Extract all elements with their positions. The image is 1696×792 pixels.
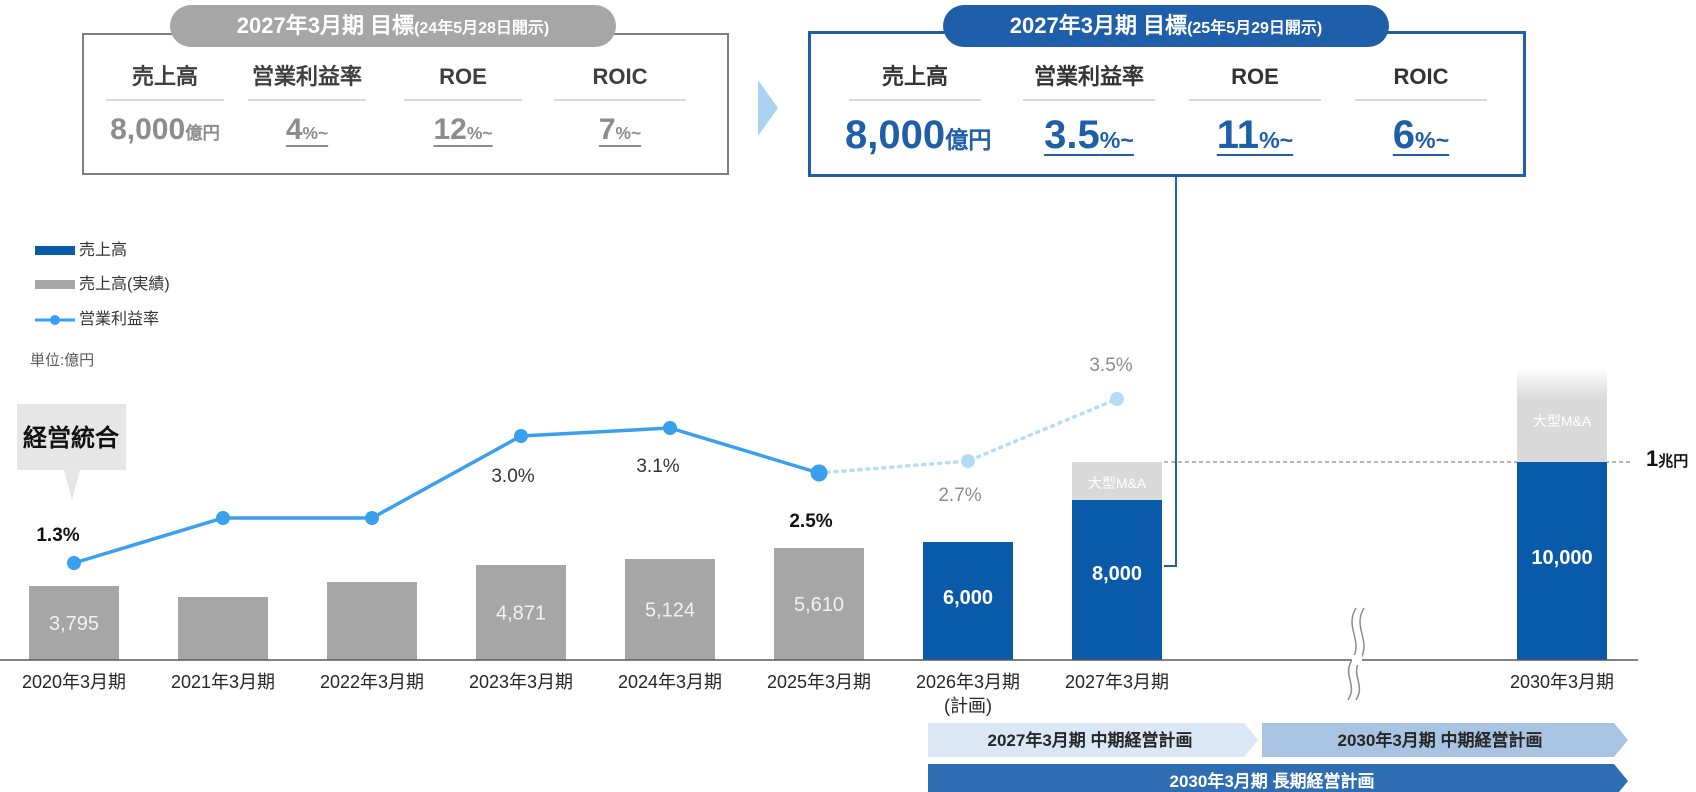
- op-margin-point: [810, 464, 828, 482]
- bar-value-label: 5,124: [645, 600, 695, 622]
- plan-label-mid-2027: 2027年3月期 中期経営計画: [988, 730, 1193, 750]
- bar-ma-label: 大型M&A: [1533, 413, 1592, 429]
- target-label: ROIC: [1393, 64, 1449, 89]
- bar-value-label: 6,000: [943, 587, 993, 609]
- bar: [923, 542, 1013, 660]
- bar-value-label: 4,871: [496, 603, 546, 625]
- x-tick-note: (計画): [944, 696, 992, 716]
- bar-ma-extension: [1072, 462, 1162, 500]
- op-margin-label: 3.1%: [636, 456, 679, 477]
- target-value: 7%~: [598, 113, 642, 146]
- legend-label: 売上高(実績): [79, 276, 170, 293]
- callout-label: 経営統合: [23, 424, 120, 452]
- target-label: 営業利益率: [1033, 64, 1144, 89]
- callout-box: [17, 404, 126, 470]
- bar: [1517, 462, 1607, 660]
- target-col-sales: 売上高 8,000億円: [845, 63, 992, 158]
- target-label: 営業利益率: [251, 64, 362, 89]
- target-value: 6%~: [1392, 113, 1450, 157]
- op-margin-point: [365, 511, 379, 525]
- bar: [625, 559, 715, 660]
- target-value: 4%~: [285, 113, 329, 146]
- legend-item-sales: 売上高: [35, 236, 127, 260]
- target-value: 12%~: [433, 113, 493, 146]
- target-box-old: 売上高 8,000億円 営業利益率 4%~ ROE 12%~ ROIC 7%~: [82, 33, 729, 175]
- target-box-new: 売上高 8,000億円 営業利益率 3.5%~ ROE 11%~ ROIC 6%…: [808, 31, 1526, 177]
- bar-value-label: 10,000: [1531, 547, 1592, 569]
- target-col-sales: 売上高 8,000億円: [102, 63, 228, 147]
- op-margin-label: 1.3%: [36, 525, 79, 546]
- bar-ma-label: 大型M&A: [1088, 475, 1147, 491]
- x-tick-label: 2030年3月期: [1510, 672, 1614, 692]
- op-margin-label: 3.5%: [1089, 355, 1132, 376]
- target-col-op-margin: 営業利益率 3.5%~: [1019, 63, 1159, 158]
- target-col-roic: ROIC 6%~: [1351, 63, 1491, 158]
- target-value: 11%~: [1216, 113, 1294, 157]
- op-margin-line: [73, 426, 820, 565]
- op-margin-label: 2.5%: [789, 511, 832, 532]
- target-label: 売上高: [881, 64, 948, 89]
- unit-label: 単位:億円: [30, 352, 95, 369]
- x-tick-label: 2025年3月期: [767, 672, 871, 692]
- target-col-roic: ROIC 7%~: [550, 63, 690, 147]
- op-margin-point: [216, 511, 230, 525]
- callout-pointer: [64, 470, 80, 500]
- target-col-roe: ROE 11%~: [1185, 63, 1325, 158]
- bar: [1072, 500, 1162, 660]
- target-label: ROIC: [592, 64, 648, 89]
- x-tick-label: 2023年3月期: [469, 672, 573, 692]
- bar-ma-extension: [1517, 367, 1607, 462]
- x-tick-label: 2026年3月期: [916, 672, 1020, 692]
- x-tick-label: 2021年3月期: [171, 672, 275, 692]
- x-tick-label: 2022年3月期: [320, 672, 424, 692]
- bar: [29, 586, 119, 660]
- target-value: 8,000億円: [110, 113, 220, 146]
- plan-arrow-mid-2030: [1262, 723, 1628, 757]
- op-margin-point: [67, 556, 81, 570]
- plan-label-mid-2030: 2030年3月期 中期経営計画: [1338, 730, 1543, 750]
- bar: [774, 548, 864, 660]
- legend-label: 売上高: [79, 242, 128, 259]
- legend-line-swatch: [35, 314, 75, 325]
- op-margin-point: [663, 421, 677, 435]
- op-margin-label: 3.0%: [491, 466, 534, 487]
- plan-arrow-long-2030: [928, 764, 1628, 792]
- target-title-old: 2027年3月期 目標(24年5月28日開示): [170, 5, 616, 47]
- arrow-right-icon: [758, 80, 778, 136]
- bar-value-label: 3,795: [49, 613, 99, 635]
- target-label: 売上高: [131, 64, 198, 89]
- bar-value-label: 5,610: [794, 594, 844, 616]
- trillion-label: 1兆円: [1646, 446, 1688, 471]
- target-label: ROE: [1231, 64, 1279, 89]
- legend-item-sales-actual: 売上高(実績): [35, 270, 170, 294]
- target-col-op-margin: 営業利益率 4%~: [244, 63, 370, 147]
- plan-arrow-mid-2027: [928, 723, 1258, 757]
- bar: [476, 565, 566, 660]
- op-margin-forecast-line: [817, 397, 1119, 475]
- target-connector-line: [1164, 177, 1177, 567]
- plan-label-long-2030: 2030年3月期 長期経営計画: [1170, 771, 1375, 791]
- legend-swatch: [35, 246, 75, 256]
- op-margin-point: [1110, 392, 1124, 406]
- target-value: 3.5%~: [1044, 113, 1134, 157]
- op-margin-point: [961, 454, 975, 468]
- target-value: 8,000億円: [845, 113, 992, 157]
- legend-swatch: [35, 280, 75, 290]
- legend-label: 営業利益率: [79, 311, 160, 328]
- legend-item-op-margin: 営業利益率: [35, 305, 159, 329]
- bar: [327, 582, 417, 660]
- op-margin-label: 2.7%: [938, 485, 981, 506]
- x-tick-label: 2020年3月期: [22, 672, 126, 692]
- op-margin-point: [514, 429, 528, 443]
- x-tick-label: 2027年3月期: [1065, 672, 1169, 692]
- target-col-roe: ROE 12%~: [400, 63, 526, 147]
- bar: [178, 597, 268, 660]
- bar-value-label: 8,000: [1092, 563, 1142, 585]
- target-label: ROE: [439, 64, 487, 89]
- axis-break-icon: [1347, 607, 1365, 701]
- target-title-new: 2027年3月期 目標(25年5月29日開示): [943, 5, 1389, 47]
- x-tick-label: 2024年3月期: [618, 672, 722, 692]
